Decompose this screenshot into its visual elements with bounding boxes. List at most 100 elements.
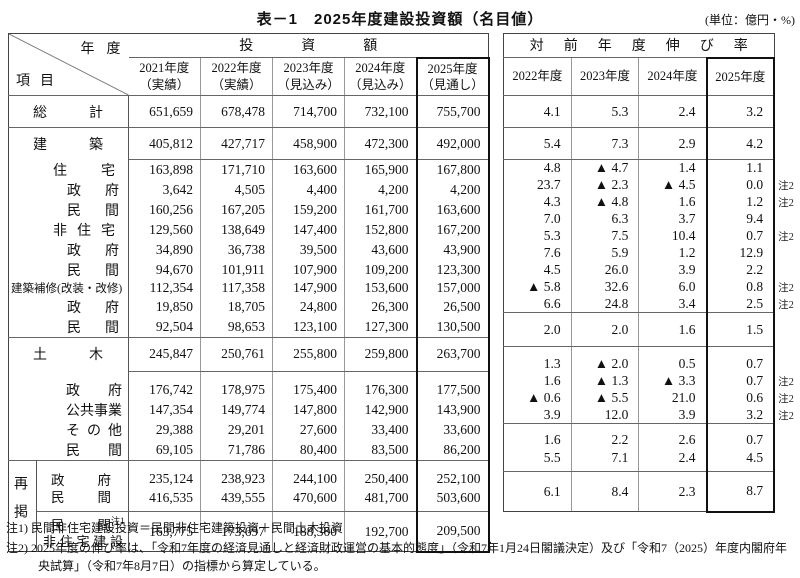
growth-value: 4.5 (503, 261, 572, 279)
invest-value: 678,478 (200, 95, 273, 128)
note-ref: 注2 (778, 231, 794, 243)
row-label: 土木 (8, 337, 129, 371)
row-label: 政府 (8, 239, 129, 260)
spacer-cell (36, 460, 129, 469)
growth-value: 3.9 (638, 261, 707, 279)
growth-value: 0.7 (705, 227, 776, 245)
invest-value: 107,900 (272, 259, 345, 280)
invest-value: 109,200 (344, 259, 417, 280)
invest-value: 209,500 (415, 511, 490, 553)
row-label-text: 民間 (51, 517, 111, 533)
growth-value: 2.9 (638, 127, 707, 160)
growth-value: 3.7 (638, 210, 707, 228)
invest-value: 69,105 (128, 440, 201, 461)
note-ref: 注2 (778, 180, 794, 192)
invest-value: 147,900 (272, 279, 345, 297)
growth-value: 0.5 (638, 355, 707, 373)
row-label: 非住宅 (8, 219, 129, 240)
invest-value: 171,710 (200, 159, 273, 180)
row-label-text: 政府 (51, 472, 111, 488)
invest-value: 492,000 (415, 127, 490, 160)
growth-value: 2.6 (638, 431, 707, 449)
col-kind: （見通し） (421, 77, 484, 92)
corner-item-label: 項目 (16, 74, 64, 89)
growth-value: 3.2 (705, 95, 776, 128)
invest-value: 147,400 (272, 219, 345, 240)
invest-value: 4,200 (344, 179, 417, 200)
invest-value: 129,560 (149, 221, 193, 237)
invest-value: 147,800 (272, 400, 345, 420)
growth-col-header: 2023年度 (570, 57, 639, 96)
growth-value: 2.0 (570, 312, 639, 347)
growth-value: 6.3 (570, 210, 639, 228)
invest-value (129, 371, 201, 380)
invest-value: 470,600 (272, 488, 345, 512)
row-label-text: 民間 (67, 203, 119, 219)
growth-value: 1.6 (638, 193, 707, 211)
page-title: 表－1 2025年度建設投資額（名目値） (256, 11, 544, 28)
invest-value: 439,555 (200, 488, 273, 512)
growth-value: 2.0 (503, 312, 572, 347)
growth-value: 1.5 (705, 312, 776, 347)
growth-value: ▲ 3.3 (638, 372, 707, 390)
growth-value: 4.3 (503, 193, 572, 211)
growth-value: 1.6 (503, 431, 572, 449)
growth-value: 2.3 (638, 471, 707, 512)
growth-value: 4.2 (705, 127, 776, 160)
row-label-text: 政府 (67, 183, 119, 199)
invest-value: 117,358 (200, 279, 273, 297)
row-label-text: 政府 (67, 243, 119, 259)
growth-value: 2.5 (705, 295, 776, 313)
invest-value: 36,738 (200, 239, 273, 260)
invest-value (344, 371, 417, 380)
growth-value: 9.4 (705, 210, 776, 228)
invest-value (200, 371, 273, 380)
invest-col-header: 2022年度 （実績） (200, 57, 273, 96)
growth-value: 6.0 (638, 278, 707, 296)
invest-value: 3,642 (162, 181, 193, 197)
growth-col-header: 2024年度 (638, 57, 707, 96)
growth-col-header: 2022年度 (503, 57, 572, 96)
growth-value (638, 346, 707, 356)
invest-value: 427,717 (200, 127, 273, 160)
invest-value: 149,774 (200, 400, 273, 420)
invest-value: 755,700 (415, 95, 490, 128)
growth-value: 8.7 (705, 471, 776, 513)
row-label-text: 非住宅 (53, 223, 115, 239)
growth-value: 26.0 (570, 261, 639, 279)
invest-value: 130,500 (415, 316, 490, 338)
row-label: 民間 (36, 488, 129, 512)
invest-value: 123,100 (272, 316, 345, 338)
invest-group-header: 投資額 (128, 33, 489, 58)
growth-value: 1.4 (638, 159, 707, 177)
note-ref (774, 128, 799, 160)
growth-value: 5.3 (570, 95, 639, 128)
invest-value: 18,705 (200, 296, 273, 317)
note-ref (774, 472, 799, 512)
growth-value: 0.7 (705, 431, 776, 449)
note-col (774, 34, 799, 58)
invest-value: 142,900 (344, 400, 417, 420)
growth-value: 4.8 (503, 159, 572, 177)
row-label-text: 民間 (67, 263, 119, 279)
invest-value: 405,812 (128, 127, 201, 160)
corner-cell: 年度 項目 (8, 33, 129, 96)
growth-table: 対前年度伸び率 2022年度 2023年度 2024年度 2025年度 4.1 5… (503, 33, 800, 513)
growth-value: 1.3 (503, 355, 572, 373)
growth-value: 3.9 (503, 406, 572, 424)
growth-value: 32.6 (570, 278, 639, 296)
note-ref: 注2 (778, 197, 794, 209)
row-label-text: 総計 (33, 105, 103, 121)
invest-table-body: 総計 651,659 678,478 714,700 732,100 755,700 建築 4… (8, 95, 490, 553)
invest-value: 472,300 (344, 127, 417, 160)
growth-value (638, 423, 707, 432)
invest-value (415, 460, 490, 469)
growth-value: 1.2 (705, 193, 776, 211)
col-kind: （見込み） (348, 77, 412, 92)
note-col (774, 58, 799, 96)
invest-value: 43,600 (344, 239, 417, 260)
invest-value: 86,200 (415, 440, 490, 461)
invest-value: 255,800 (272, 337, 345, 372)
invest-value: 163,600 (272, 159, 345, 180)
